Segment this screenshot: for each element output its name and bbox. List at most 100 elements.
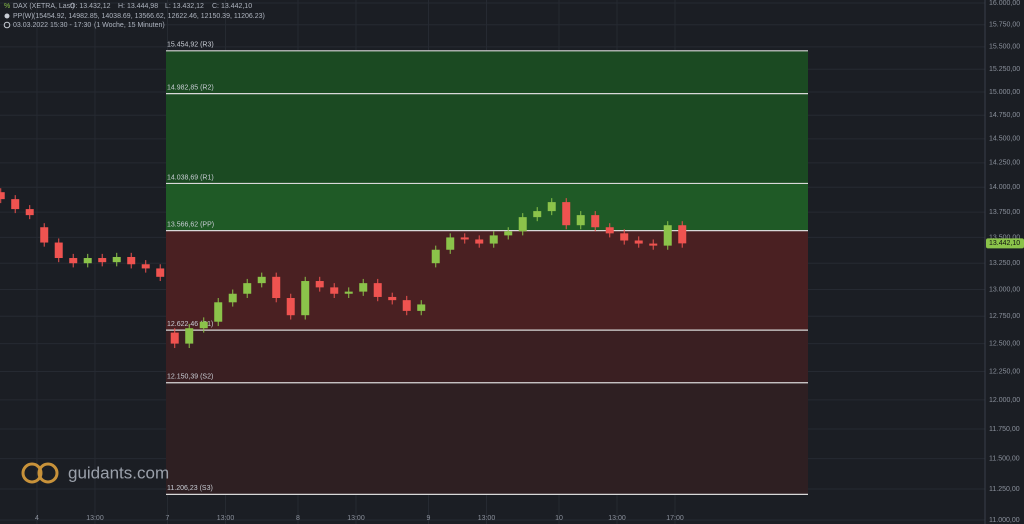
candle-body <box>402 300 411 311</box>
pivot-bands: 15.454,92 (R3) 14.982,85 (R2) 14.038,69 (R… <box>166 42 808 495</box>
y-tick-label: 11.500,00 <box>989 455 1020 462</box>
symbol-icon: % <box>4 3 10 10</box>
indicator-values: (15454.92, 14982.85, 14038.69, 13566.62,… <box>33 13 265 20</box>
x-tick-label: 10 <box>555 515 563 522</box>
axes: 11.000,00 11.250,00 11.500,00 11.750,00 12.0… <box>35 0 1024 524</box>
y-tick-label: 12.500,00 <box>989 340 1020 347</box>
candle-body <box>388 296 397 301</box>
last-price-marker <box>986 238 1024 249</box>
pivot-label: 15.454,92 (R3) <box>167 42 214 49</box>
candle-body <box>591 215 600 228</box>
y-tick-label: 14.750,00 <box>989 112 1020 119</box>
pivot-band <box>166 183 808 231</box>
candle-body <box>634 240 643 244</box>
header-symbol: DAX (XETRA, Last) <box>13 3 74 10</box>
candle-body <box>127 256 136 265</box>
indicator-name: PP(W) <box>13 13 34 20</box>
candle-body <box>112 256 121 263</box>
candle-body <box>257 276 266 284</box>
candle-body <box>141 264 150 269</box>
candle-body <box>315 281 324 288</box>
y-tick-label: 14.500,00 <box>989 136 1020 143</box>
candle-body <box>518 217 527 232</box>
header-close: C: 13.442,10 <box>212 3 252 10</box>
header-high: H: 13.444,98 <box>118 3 158 10</box>
x-tick-label: 13:00 <box>86 515 104 522</box>
pivot-label: 12.150,39 (S2) <box>167 374 213 381</box>
indicator-icon <box>4 13 10 19</box>
y-tick-label: 13.250,00 <box>989 260 1020 267</box>
candle-body <box>40 227 49 243</box>
y-tick-label: 12.750,00 <box>989 313 1020 320</box>
candle-body <box>214 302 223 322</box>
pivot-band <box>166 93 808 184</box>
clock-icon <box>3 21 11 29</box>
candle-body <box>25 209 34 216</box>
candle-body <box>199 321 208 329</box>
candle-body <box>504 231 513 236</box>
candle-body <box>98 258 107 263</box>
candle-body <box>185 328 194 344</box>
candles <box>0 188 687 349</box>
logo: guidants.com <box>21 462 169 484</box>
candle-body <box>533 211 542 218</box>
candle-body <box>547 202 556 212</box>
y-tick-label: 14.000,00 <box>989 184 1020 191</box>
pivot-label: 13.566,62 (PP) <box>167 221 214 228</box>
x-tick-label: 17:00 <box>666 515 684 522</box>
candle-body <box>156 268 165 277</box>
last-price-label: 13.442,10 <box>989 240 1020 247</box>
y-tick-label: 15.250,00 <box>989 66 1020 73</box>
candle-body <box>301 281 310 316</box>
y-tick-label: 13.000,00 <box>989 286 1020 293</box>
pivot-label: 14.982,85 (R2) <box>167 84 214 91</box>
candle-body <box>605 227 614 234</box>
candle-body <box>0 192 5 200</box>
period-interval: (1 Woche, 15 Minuten) <box>94 22 165 29</box>
header: % DAX (XETRA, Last) O: 13.432,12 H: 13.4… <box>3 3 265 29</box>
candle-body <box>286 298 295 316</box>
x-tick-label: 7 <box>166 515 170 522</box>
candle-body <box>576 215 585 226</box>
pivot-label: 11.206,23 (S3) <box>167 485 213 492</box>
candle-body <box>243 283 252 294</box>
candle-body <box>620 233 629 241</box>
header-open: O: 13.432,12 <box>70 3 111 10</box>
pivot-label: 12.622,46 (S1) <box>167 321 213 328</box>
x-tick-label: 13:00 <box>347 515 365 522</box>
y-tick-label: 12.000,00 <box>989 397 1020 404</box>
candle-body <box>330 287 339 294</box>
period-range: 03.03.2022 15:30 - 17:30 <box>13 22 91 29</box>
candle-body <box>170 332 179 344</box>
x-tick-label: 13:00 <box>478 515 496 522</box>
y-tick-label: 16.000,00 <box>989 0 1020 7</box>
candle-body <box>460 237 469 240</box>
candle-body <box>344 291 353 294</box>
candle-body <box>228 293 237 303</box>
candle-body <box>562 202 571 226</box>
candle-body <box>475 239 484 244</box>
candle-body <box>678 225 687 244</box>
candle-body <box>431 249 440 264</box>
candle-body <box>272 276 281 299</box>
y-tick-label: 11.250,00 <box>989 486 1020 493</box>
logo-text: guidants.com <box>68 463 169 482</box>
logo-mark <box>37 462 59 484</box>
candle-body <box>83 258 92 264</box>
candle-body <box>69 258 78 264</box>
pivot-band <box>166 50 808 94</box>
pivot-label: 14.038,69 (R1) <box>167 174 214 181</box>
candle-body <box>373 283 382 297</box>
x-tick-label: 8 <box>296 515 300 522</box>
y-tick-label: 15.000,00 <box>989 89 1020 96</box>
y-tick-label: 11.000,00 <box>989 517 1020 524</box>
header-low: L: 13.432,12 <box>165 3 204 10</box>
candle-body <box>54 242 63 259</box>
pivot-band <box>166 382 808 495</box>
y-tick-label: 13.500,00 <box>989 234 1020 241</box>
pivot-band <box>166 330 808 383</box>
y-tick-label: 14.250,00 <box>989 160 1020 167</box>
x-tick-label: 9 <box>427 515 431 522</box>
x-tick-label: 4 <box>35 515 39 522</box>
